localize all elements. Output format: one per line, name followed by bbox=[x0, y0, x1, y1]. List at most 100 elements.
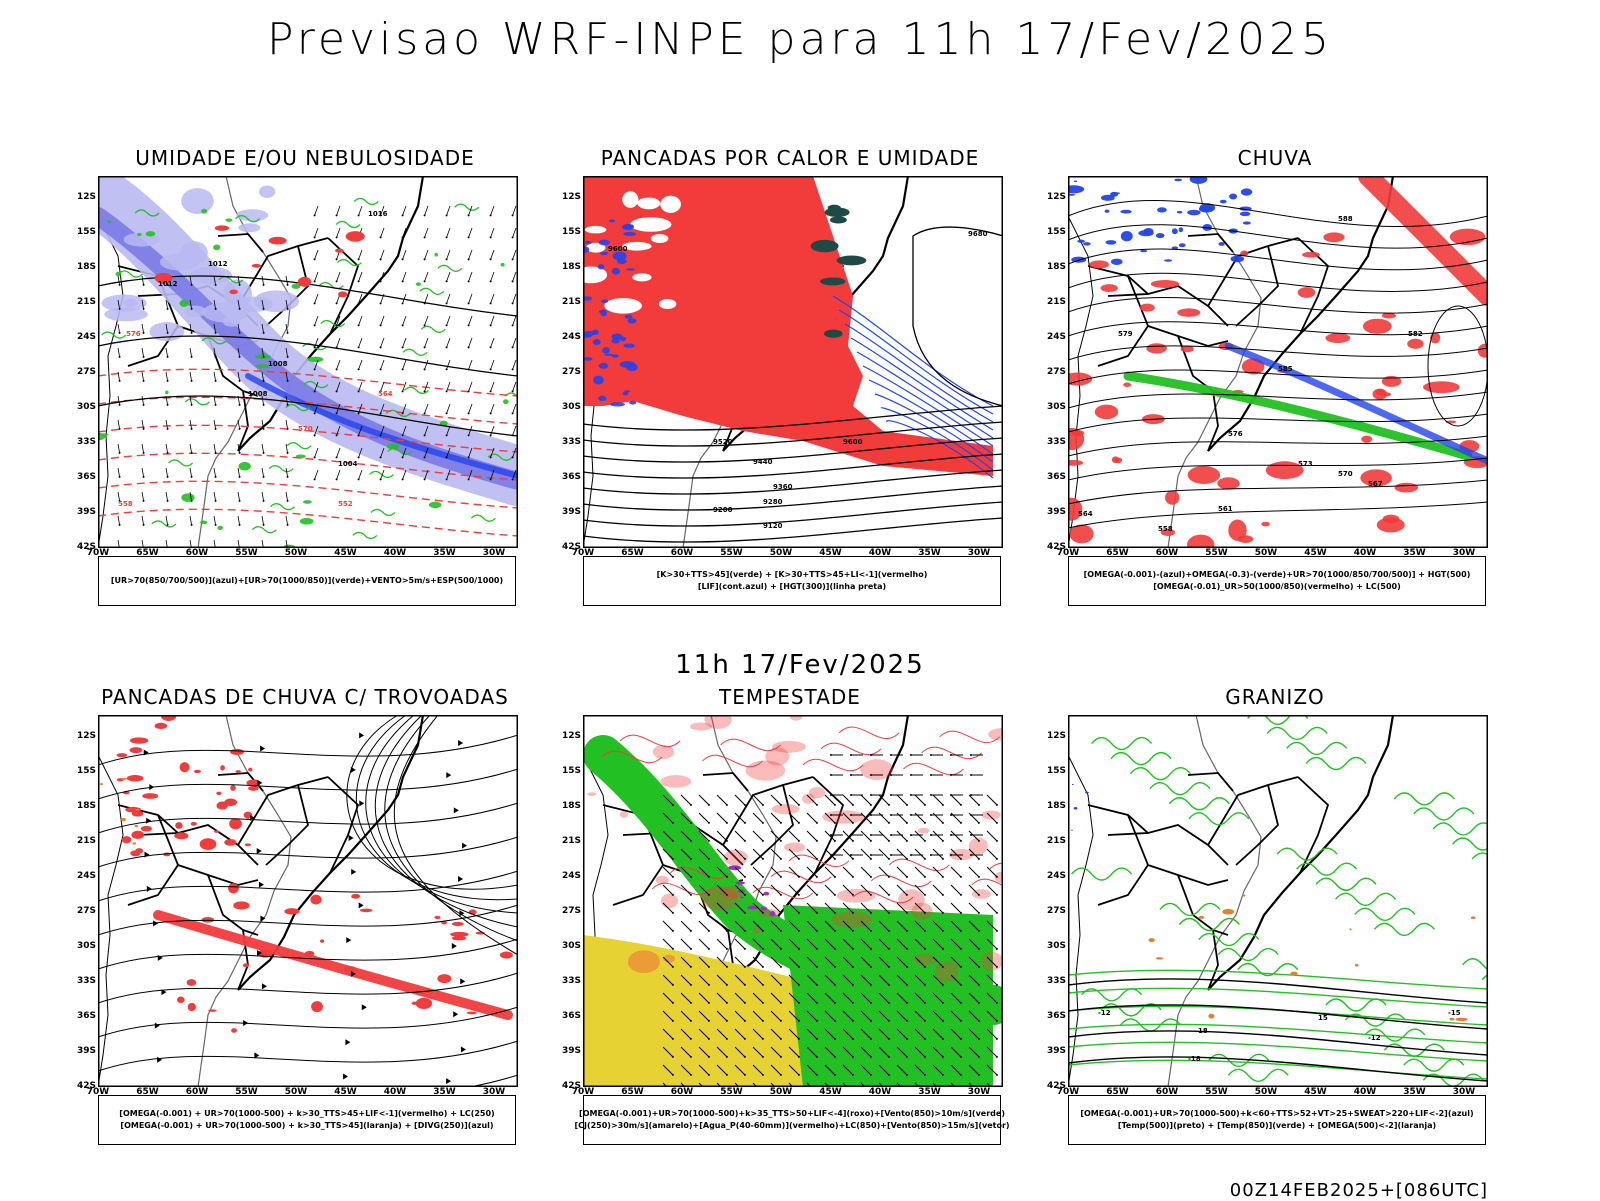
lat-tick-label: 33S bbox=[70, 437, 96, 447]
lat-tick-label: 21S bbox=[70, 836, 96, 846]
contour-label: 9600 bbox=[608, 245, 628, 253]
panel-title: TEMPESTADE bbox=[555, 685, 1025, 709]
lat-tick-label: 36S bbox=[555, 472, 581, 482]
legend-text: [OMEGA(-0.001)-(azul)+OMEGA(-0.3)-(verde… bbox=[1084, 569, 1471, 581]
contour-label: 9280 bbox=[763, 498, 783, 506]
lat-tick-label: 18S bbox=[70, 801, 96, 811]
legend-box: [OMEGA(-0.001)-(azul)+OMEGA(-0.3)-(verde… bbox=[1068, 556, 1486, 606]
contour-label: 1004 bbox=[338, 460, 358, 468]
lat-tick-label: 36S bbox=[555, 1011, 581, 1021]
legend-text: [OMEGA(-0.001)+UR>70(1000-500)+k<60+TTS>… bbox=[1080, 1108, 1473, 1120]
lat-tick-label: 30S bbox=[1040, 941, 1066, 951]
contour-label: 564 bbox=[378, 390, 393, 398]
lat-tick-label: 12S bbox=[555, 192, 581, 202]
lat-tick-label: 33S bbox=[70, 976, 96, 986]
contour-label: -15 bbox=[1448, 1009, 1461, 1017]
legend-text: [Temp(500)](preto) + [Temp(850)](verde) … bbox=[1118, 1120, 1436, 1132]
contour-label: 558 bbox=[1158, 525, 1173, 533]
lat-tick-label: 39S bbox=[1040, 1046, 1066, 1056]
contour-label: 582 bbox=[1408, 330, 1423, 338]
panel-title: CHUVA bbox=[1040, 146, 1510, 170]
lat-tick-label: 24S bbox=[1040, 332, 1066, 342]
contour-label: 579 bbox=[1118, 330, 1133, 338]
lat-tick-label: 18S bbox=[70, 262, 96, 272]
lat-tick-label: 27S bbox=[70, 906, 96, 916]
lat-tick-label: 30S bbox=[555, 402, 581, 412]
page-title: Previsao WRF-INPE para 11h 17/Fev/2025 bbox=[0, 14, 1600, 65]
lat-tick-label: 27S bbox=[555, 906, 581, 916]
legend-text: [LIF](cont.azul) + [HGT(300)](linha pret… bbox=[698, 581, 886, 593]
legend-text: [OMEGA(-0.01)_UR>50(1000/850)(vermelho) … bbox=[1153, 581, 1401, 593]
contour-label: 567 bbox=[1368, 480, 1383, 488]
run-label: 00Z14FEB2025+[086UTC] bbox=[1230, 1180, 1488, 1201]
contour-label: 15 bbox=[1318, 1014, 1328, 1022]
legend-box: [UR>70(850/700/500)](azul)+[UR>70(1000/8… bbox=[98, 556, 516, 606]
lat-tick-label: 21S bbox=[555, 297, 581, 307]
lat-tick-label: 15S bbox=[1040, 227, 1066, 237]
lat-tick-label: 18S bbox=[1040, 262, 1066, 272]
lat-tick-label: 39S bbox=[555, 507, 581, 517]
lat-tick-label: 36S bbox=[70, 472, 96, 482]
lat-tick-label: 36S bbox=[70, 1011, 96, 1021]
lat-tick-label: 24S bbox=[70, 871, 96, 881]
lat-tick-label: 18S bbox=[1040, 801, 1066, 811]
legend-box: [K>30+TTS>45](verde) + [K>30+TTS>45+LI<-… bbox=[583, 556, 1001, 606]
contour-label: 573 bbox=[1298, 460, 1313, 468]
lat-tick-label: 12S bbox=[70, 731, 96, 741]
valid-time-title: 11h 17/Fev/2025 bbox=[0, 650, 1600, 680]
lat-tick-label: 33S bbox=[1040, 976, 1066, 986]
lat-tick-label: 21S bbox=[70, 297, 96, 307]
contour-label: 9120 bbox=[763, 522, 783, 530]
lat-tick-label: 15S bbox=[1040, 766, 1066, 776]
lat-tick-label: 33S bbox=[555, 437, 581, 447]
contour-label: 1008 bbox=[248, 390, 268, 398]
legend-box: [OMEGA(-0.001)+UR>70(1000-500)+k>35_TTS>… bbox=[583, 1095, 1001, 1145]
contour-label: 9360 bbox=[773, 483, 793, 491]
lat-tick-label: 15S bbox=[70, 766, 96, 776]
lat-tick-label: 30S bbox=[1040, 402, 1066, 412]
contour-label: 552 bbox=[338, 500, 353, 508]
lat-tick-label: 12S bbox=[1040, 731, 1066, 741]
panel-title: PANCADAS DE CHUVA C/ TROVOADAS bbox=[70, 685, 540, 709]
contour-label: 558 bbox=[118, 500, 133, 508]
lat-tick-label: 24S bbox=[70, 332, 96, 342]
lat-tick-label: 27S bbox=[70, 367, 96, 377]
lat-tick-label: 36S bbox=[1040, 1011, 1066, 1021]
contour-label: 1012 bbox=[208, 260, 228, 268]
legend-text: [UR>70(850/700/500)](azul)+[UR>70(1000/8… bbox=[111, 575, 503, 587]
legend-text: [OMEGA(-0.001) + UR>70(1000-500) + k>30_… bbox=[120, 1120, 493, 1132]
contour-label: 570 bbox=[1338, 470, 1353, 478]
lat-tick-label: 39S bbox=[70, 507, 96, 517]
lat-tick-label: 21S bbox=[555, 836, 581, 846]
lat-tick-label: 39S bbox=[70, 1046, 96, 1056]
lat-tick-label: 36S bbox=[1040, 472, 1066, 482]
legend-text: [OMEGA(-0.001)+UR>70(1000-500)+k>35_TTS>… bbox=[579, 1108, 1005, 1120]
legend-text: [CJ(250)>30m/s](amarelo)+[Agua_P(40-60mm… bbox=[574, 1120, 1009, 1132]
lat-tick-label: 27S bbox=[1040, 367, 1066, 377]
legend-text: [OMEGA(-0.001) + UR>70(1000-500) + k>30_… bbox=[119, 1108, 494, 1120]
legend-text: [K>30+TTS>45](verde) + [K>30+TTS>45+LI<-… bbox=[657, 569, 928, 581]
map-canvas bbox=[583, 715, 1003, 1087]
contour-label: 588 bbox=[1338, 215, 1353, 223]
lat-tick-label: 33S bbox=[555, 976, 581, 986]
lat-tick-label: 15S bbox=[555, 227, 581, 237]
lat-tick-label: 12S bbox=[70, 192, 96, 202]
lat-tick-label: 18S bbox=[555, 801, 581, 811]
lat-tick-label: 30S bbox=[555, 941, 581, 951]
lat-tick-label: 24S bbox=[1040, 871, 1066, 881]
lat-tick-label: 30S bbox=[70, 941, 96, 951]
